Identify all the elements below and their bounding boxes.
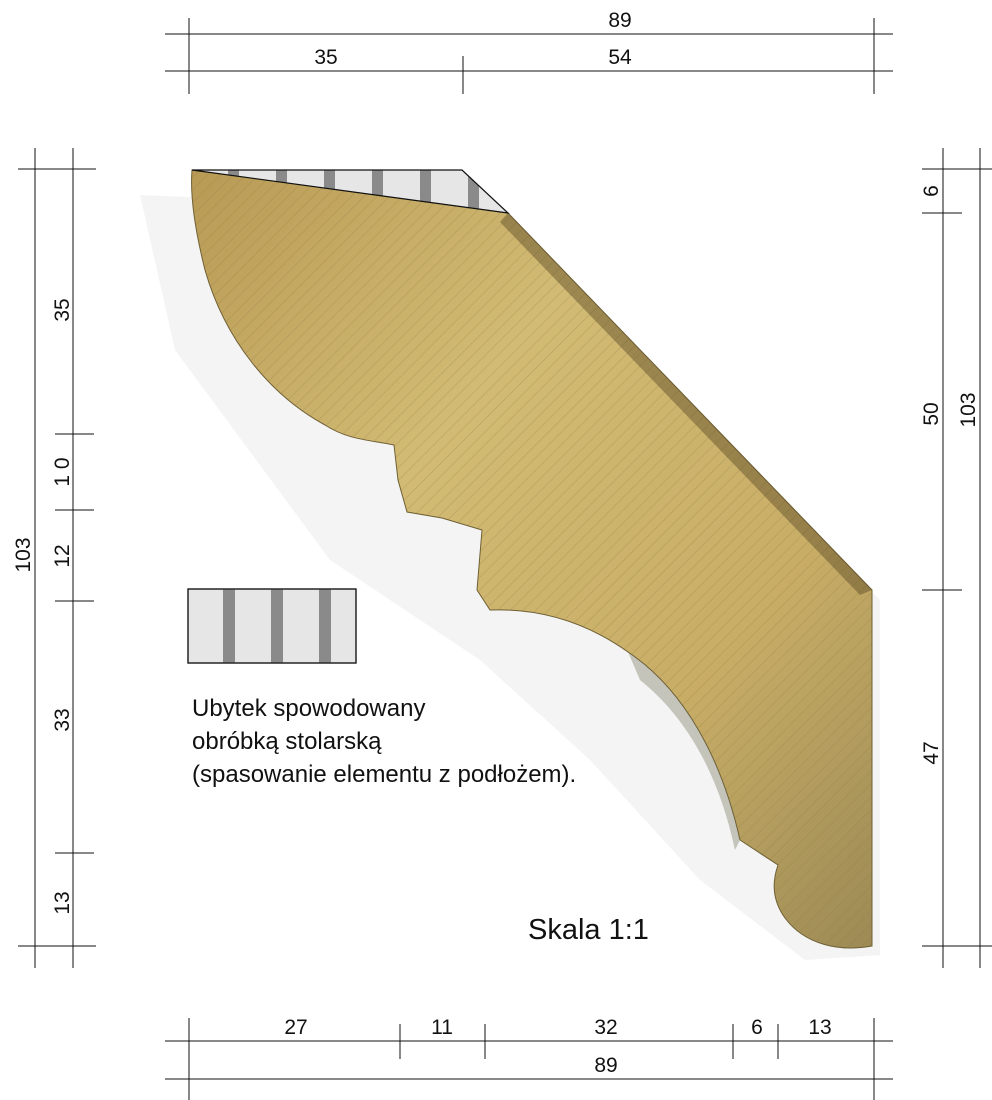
dim-bottom-part-2: 11 (431, 1016, 453, 1039)
dim-right-part-2: 50 (920, 402, 943, 425)
dim-bottom-total: 89 (594, 1054, 617, 1077)
legend-line-2: obróbką stolarską (192, 728, 382, 755)
dim-left-part-5: 13 (51, 891, 74, 914)
bottom-dimension-lines (165, 1018, 893, 1100)
dim-left-part-4: 33 (51, 708, 74, 731)
dim-right-total: 103 (957, 392, 980, 427)
profile-bottom-shade (628, 652, 740, 850)
legend-line-3: (spasowanie elementu z podłożem). (192, 761, 577, 788)
dim-top-part-2: 54 (608, 46, 632, 69)
dim-left-total: 103 (12, 537, 35, 572)
wood-grain (191, 170, 872, 948)
legend-line-1: Ubytek spowodowany (192, 695, 426, 722)
dim-bottom-part-5: 13 (808, 1016, 831, 1039)
legend-swatch (187, 588, 357, 664)
dim-right-part-1: 6 (920, 185, 943, 197)
dim-bottom-part-1: 27 (284, 1016, 307, 1039)
dim-top-total: 89 (608, 9, 631, 32)
dim-top-part-1: 35 (314, 46, 337, 69)
dim-bottom-part-3: 32 (594, 1016, 617, 1039)
dim-left-part-2: 1 0 (51, 457, 74, 486)
dim-bottom-part-4: 6 (751, 1016, 763, 1039)
dim-right-part-3: 47 (920, 741, 943, 764)
top-dimension-lines (165, 18, 893, 94)
legend-description: Ubytek spowodowany obróbką stolarską (sp… (192, 692, 576, 791)
left-dimension-lines (18, 148, 96, 968)
profile-edge-shade (500, 213, 872, 595)
right-dimension-lines (922, 148, 992, 968)
dim-left-part-1: 35 (51, 298, 74, 321)
dim-left-part-3: 12 (51, 544, 74, 567)
scale-label: Skala 1:1 (528, 914, 649, 946)
